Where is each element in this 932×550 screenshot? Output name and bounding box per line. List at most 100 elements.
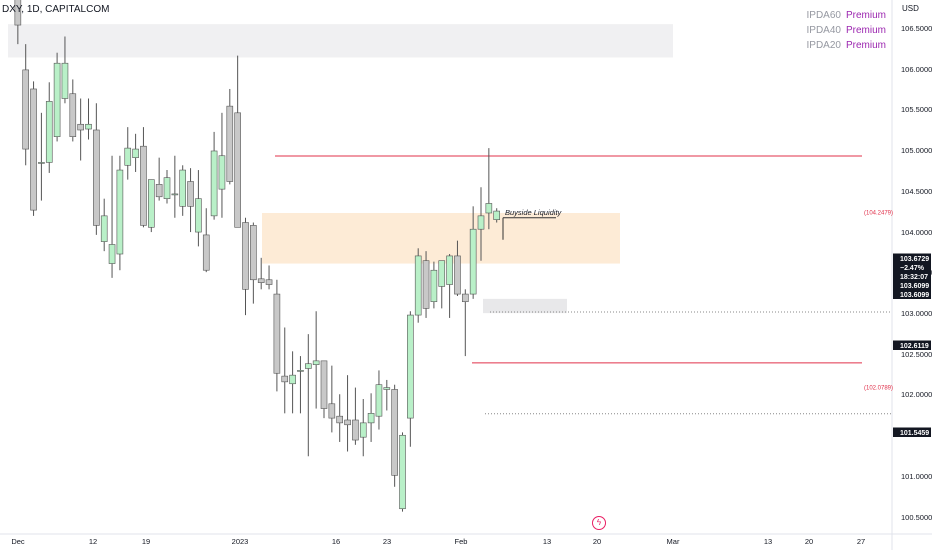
symbol-title[interactable]: DXY, 1D, CAPITALCOM bbox=[2, 4, 110, 15]
candle-body bbox=[257, 278, 265, 283]
candle-body bbox=[132, 148, 139, 158]
price-label: 101.5459 bbox=[900, 430, 929, 437]
y-tick-label: 102.0000 bbox=[901, 390, 932, 399]
candle-body bbox=[108, 244, 116, 264]
indicator-legend: IPDA60 Premium IPDA40 Premium IPDA20 Premiu… bbox=[807, 8, 886, 53]
candle-body bbox=[359, 422, 367, 438]
time-axis[interactable]: Dec 12 19 2023 16 23 Feb 13 20 Mar 13 20 27 bbox=[11, 537, 865, 546]
y-tick-label: 102.5000 bbox=[901, 350, 932, 359]
candle-body bbox=[367, 413, 375, 424]
x-tick-label: Mar bbox=[667, 537, 680, 546]
y-tick-label: 105.5000 bbox=[901, 105, 932, 114]
candle-body bbox=[438, 260, 446, 287]
candle-body bbox=[312, 360, 320, 365]
candle-body bbox=[234, 112, 241, 228]
legend-name: IPDA40 bbox=[806, 25, 841, 36]
candle-body bbox=[430, 269, 438, 303]
candle-body bbox=[155, 184, 163, 198]
candle-body bbox=[485, 203, 493, 214]
candle-body bbox=[320, 360, 328, 409]
x-tick-label: 20 bbox=[805, 537, 813, 546]
level-price-label: (104.2479) bbox=[864, 211, 893, 217]
candle-body bbox=[281, 375, 289, 383]
candle-body bbox=[383, 387, 391, 390]
price-label: 102.6119 bbox=[900, 343, 929, 350]
price-label: −2.47% bbox=[900, 265, 925, 272]
candle-body bbox=[289, 374, 296, 385]
candle-body bbox=[148, 179, 155, 228]
candle-body bbox=[273, 293, 281, 374]
candle-body bbox=[344, 419, 351, 426]
x-tick-label: 2023 bbox=[232, 537, 249, 546]
x-tick-label: 27 bbox=[857, 537, 865, 546]
y-tick-label: 101.0000 bbox=[901, 472, 932, 481]
candle-body bbox=[61, 62, 69, 99]
candle-body bbox=[163, 177, 171, 199]
y-tick-label: 104.5000 bbox=[901, 187, 932, 196]
candle-body bbox=[100, 215, 108, 242]
candle-body bbox=[352, 419, 359, 441]
x-tick-label: 13 bbox=[764, 537, 772, 546]
legend-name: IPDA20 bbox=[806, 40, 841, 51]
candle-body bbox=[179, 169, 186, 207]
candle-body bbox=[53, 62, 61, 137]
premium-zone bbox=[8, 24, 673, 58]
price-label-bg bbox=[893, 253, 931, 263]
level-price-label: (102.0789) bbox=[864, 386, 893, 392]
y-tick-label: 100.5000 bbox=[901, 513, 932, 522]
discount-zone bbox=[483, 298, 567, 314]
x-tick-label: 19 bbox=[142, 537, 150, 546]
lightning-icon[interactable]: ϟ bbox=[592, 516, 606, 530]
candle-body bbox=[469, 228, 477, 295]
candle-body bbox=[202, 234, 210, 271]
x-tick-label: Dec bbox=[11, 537, 25, 546]
legend-row[interactable]: IPDA40 Premium bbox=[807, 23, 886, 38]
legend-row[interactable]: IPDA60 Premium bbox=[807, 8, 886, 23]
candle-body bbox=[195, 198, 202, 233]
price-label-bg bbox=[893, 289, 931, 299]
candle-body bbox=[38, 162, 45, 164]
candle-body bbox=[218, 155, 226, 190]
candle-body bbox=[477, 215, 485, 230]
y-tick-label: 104.0000 bbox=[901, 228, 932, 237]
candle-body bbox=[77, 123, 84, 131]
candle-body bbox=[45, 101, 53, 163]
price-label-bg bbox=[893, 262, 931, 272]
y-tick-label: 105.0000 bbox=[901, 146, 932, 155]
candle-body bbox=[407, 314, 414, 419]
legend-value: Premium bbox=[845, 40, 886, 51]
candle-body bbox=[304, 363, 312, 369]
candle-body bbox=[297, 370, 304, 372]
candle-body bbox=[124, 147, 132, 166]
x-tick-label: 12 bbox=[89, 537, 97, 546]
annotations-layer: Buyside Liquidity bbox=[502, 208, 563, 240]
legend-value: Premium bbox=[845, 25, 886, 36]
candle-body bbox=[140, 145, 147, 226]
price-label: 18:32:07 bbox=[900, 274, 928, 281]
candle-body bbox=[493, 210, 501, 220]
candle-body bbox=[250, 225, 257, 281]
x-tick-label: 13 bbox=[543, 537, 551, 546]
candle-body bbox=[171, 193, 179, 196]
candle-body bbox=[226, 105, 234, 182]
price-label-bg bbox=[893, 280, 931, 290]
price-label: 103.6099 bbox=[900, 292, 929, 299]
candle-body bbox=[336, 415, 344, 424]
legend-value: Premium bbox=[845, 10, 886, 21]
x-tick-label: 20 bbox=[593, 537, 601, 546]
candle-body bbox=[93, 129, 100, 226]
candle-body bbox=[210, 150, 218, 217]
price-label-bg bbox=[893, 271, 931, 281]
price-label-bg bbox=[893, 427, 931, 437]
price-label: 103.6729 bbox=[900, 256, 929, 263]
candle-body bbox=[328, 403, 336, 419]
levels-layer bbox=[275, 155, 892, 415]
candle-body bbox=[69, 93, 77, 137]
legend-row[interactable]: IPDA20 Premium bbox=[807, 38, 886, 53]
buyside-liquidity-label: Buyside Liquidity bbox=[505, 208, 563, 217]
y-tick-label: 106.5000 bbox=[901, 24, 932, 33]
x-tick-label: 16 bbox=[332, 537, 340, 546]
currency-label: USD bbox=[902, 4, 919, 13]
candle-body bbox=[399, 434, 406, 510]
